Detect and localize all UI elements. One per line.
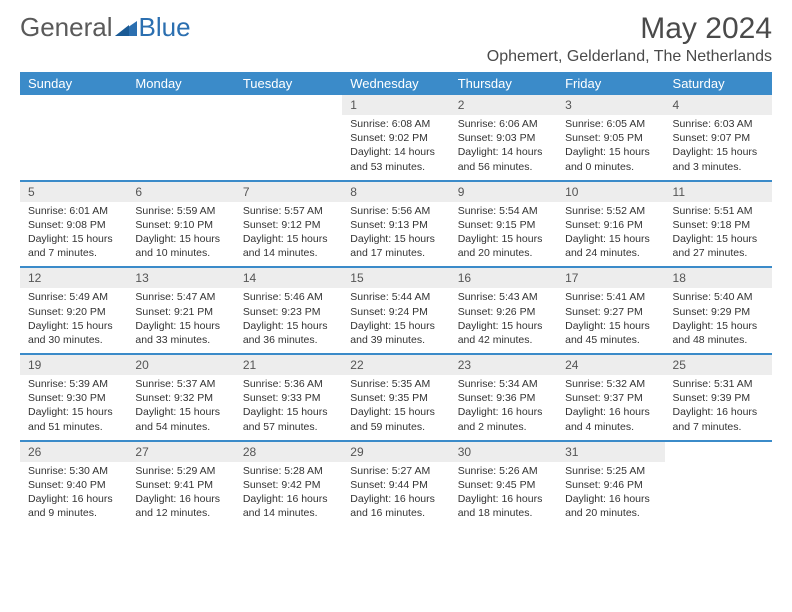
day-number-cell: 24 [557, 355, 664, 375]
day-data-cell: Sunrise: 6:05 AMSunset: 9:05 PMDaylight:… [557, 115, 664, 181]
day-number-cell: 4 [665, 95, 772, 115]
day-number-cell: 27 [127, 442, 234, 462]
day-number-cell: 15 [342, 268, 449, 288]
day-number-cell [665, 442, 772, 462]
day-header: Monday [127, 72, 234, 95]
day-data-cell: Sunrise: 5:46 AMSunset: 9:23 PMDaylight:… [235, 288, 342, 354]
day-number-cell: 26 [20, 442, 127, 462]
day-data-cell: Sunrise: 5:25 AMSunset: 9:46 PMDaylight:… [557, 462, 664, 527]
day-data-cell: Sunrise: 5:28 AMSunset: 9:42 PMDaylight:… [235, 462, 342, 527]
day-number-cell: 17 [557, 268, 664, 288]
day-number-cell: 1 [342, 95, 449, 115]
day-data-cell: Sunrise: 5:31 AMSunset: 9:39 PMDaylight:… [665, 375, 772, 441]
day-number-row: 1234 [20, 95, 772, 115]
day-data-cell: Sunrise: 6:08 AMSunset: 9:02 PMDaylight:… [342, 115, 449, 181]
day-data-cell: Sunrise: 5:35 AMSunset: 9:35 PMDaylight:… [342, 375, 449, 441]
location: Ophemert, Gelderland, The Netherlands [487, 48, 772, 66]
title-block: May 2024 Ophemert, Gelderland, The Nethe… [487, 12, 772, 66]
day-number-row: 19202122232425 [20, 355, 772, 375]
day-number-row: 262728293031 [20, 442, 772, 462]
day-number-cell: 14 [235, 268, 342, 288]
day-data-cell [665, 462, 772, 527]
day-number-cell [235, 95, 342, 115]
day-data-cell: Sunrise: 5:29 AMSunset: 9:41 PMDaylight:… [127, 462, 234, 527]
day-header: Wednesday [342, 72, 449, 95]
day-data-cell: Sunrise: 5:30 AMSunset: 9:40 PMDaylight:… [20, 462, 127, 527]
day-data-cell: Sunrise: 5:43 AMSunset: 9:26 PMDaylight:… [450, 288, 557, 354]
day-header: Tuesday [235, 72, 342, 95]
day-data-cell: Sunrise: 5:37 AMSunset: 9:32 PMDaylight:… [127, 375, 234, 441]
day-number-cell: 12 [20, 268, 127, 288]
day-data-cell [235, 115, 342, 181]
day-number-cell: 3 [557, 95, 664, 115]
day-data-cell: Sunrise: 6:03 AMSunset: 9:07 PMDaylight:… [665, 115, 772, 181]
day-data-cell: Sunrise: 5:34 AMSunset: 9:36 PMDaylight:… [450, 375, 557, 441]
day-number-cell [127, 95, 234, 115]
header: General Blue May 2024 Ophemert, Gelderla… [20, 12, 772, 66]
day-number-row: 12131415161718 [20, 268, 772, 288]
day-number-cell: 13 [127, 268, 234, 288]
day-number-cell: 20 [127, 355, 234, 375]
day-number-cell: 16 [450, 268, 557, 288]
day-data-cell: Sunrise: 5:40 AMSunset: 9:29 PMDaylight:… [665, 288, 772, 354]
day-data-row: Sunrise: 6:08 AMSunset: 9:02 PMDaylight:… [20, 115, 772, 181]
day-data-row: Sunrise: 6:01 AMSunset: 9:08 PMDaylight:… [20, 202, 772, 268]
day-header: Saturday [665, 72, 772, 95]
day-data-cell: Sunrise: 5:57 AMSunset: 9:12 PMDaylight:… [235, 202, 342, 268]
day-data-cell: Sunrise: 5:49 AMSunset: 9:20 PMDaylight:… [20, 288, 127, 354]
calendar-table: SundayMondayTuesdayWednesdayThursdayFrid… [20, 72, 772, 526]
logo-text-blue: Blue [139, 12, 191, 43]
day-number-cell: 7 [235, 182, 342, 202]
logo-triangle-icon [115, 12, 137, 43]
day-data-cell: Sunrise: 5:56 AMSunset: 9:13 PMDaylight:… [342, 202, 449, 268]
day-data-cell: Sunrise: 5:36 AMSunset: 9:33 PMDaylight:… [235, 375, 342, 441]
day-number-cell: 18 [665, 268, 772, 288]
day-data-cell: Sunrise: 5:47 AMSunset: 9:21 PMDaylight:… [127, 288, 234, 354]
day-header: Sunday [20, 72, 127, 95]
day-number-cell: 31 [557, 442, 664, 462]
day-header: Thursday [450, 72, 557, 95]
day-number-cell [20, 95, 127, 115]
day-data-cell: Sunrise: 5:39 AMSunset: 9:30 PMDaylight:… [20, 375, 127, 441]
day-data-cell: Sunrise: 5:26 AMSunset: 9:45 PMDaylight:… [450, 462, 557, 527]
day-number-cell: 9 [450, 182, 557, 202]
month-title: May 2024 [487, 12, 772, 46]
day-data-cell: Sunrise: 5:27 AMSunset: 9:44 PMDaylight:… [342, 462, 449, 527]
day-data-cell: Sunrise: 5:51 AMSunset: 9:18 PMDaylight:… [665, 202, 772, 268]
day-number-cell: 10 [557, 182, 664, 202]
day-number-cell: 11 [665, 182, 772, 202]
day-data-cell [127, 115, 234, 181]
logo: General Blue [20, 12, 191, 43]
day-number-cell: 21 [235, 355, 342, 375]
day-data-cell [20, 115, 127, 181]
day-number-cell: 2 [450, 95, 557, 115]
day-header-row: SundayMondayTuesdayWednesdayThursdayFrid… [20, 72, 772, 95]
day-number-cell: 19 [20, 355, 127, 375]
day-number-cell: 28 [235, 442, 342, 462]
day-data-cell: Sunrise: 5:54 AMSunset: 9:15 PMDaylight:… [450, 202, 557, 268]
day-data-row: Sunrise: 5:30 AMSunset: 9:40 PMDaylight:… [20, 462, 772, 527]
day-data-cell: Sunrise: 6:06 AMSunset: 9:03 PMDaylight:… [450, 115, 557, 181]
day-number-cell: 25 [665, 355, 772, 375]
day-data-row: Sunrise: 5:49 AMSunset: 9:20 PMDaylight:… [20, 288, 772, 354]
day-data-cell: Sunrise: 5:41 AMSunset: 9:27 PMDaylight:… [557, 288, 664, 354]
day-number-cell: 6 [127, 182, 234, 202]
day-number-row: 567891011 [20, 182, 772, 202]
day-number-cell: 5 [20, 182, 127, 202]
day-number-cell: 30 [450, 442, 557, 462]
day-data-cell: Sunrise: 5:59 AMSunset: 9:10 PMDaylight:… [127, 202, 234, 268]
day-number-cell: 29 [342, 442, 449, 462]
day-header: Friday [557, 72, 664, 95]
day-data-row: Sunrise: 5:39 AMSunset: 9:30 PMDaylight:… [20, 375, 772, 441]
day-number-cell: 8 [342, 182, 449, 202]
day-data-cell: Sunrise: 5:32 AMSunset: 9:37 PMDaylight:… [557, 375, 664, 441]
day-data-cell: Sunrise: 6:01 AMSunset: 9:08 PMDaylight:… [20, 202, 127, 268]
day-data-cell: Sunrise: 5:44 AMSunset: 9:24 PMDaylight:… [342, 288, 449, 354]
logo-text-general: General [20, 12, 113, 43]
day-number-cell: 23 [450, 355, 557, 375]
day-data-cell: Sunrise: 5:52 AMSunset: 9:16 PMDaylight:… [557, 202, 664, 268]
day-number-cell: 22 [342, 355, 449, 375]
